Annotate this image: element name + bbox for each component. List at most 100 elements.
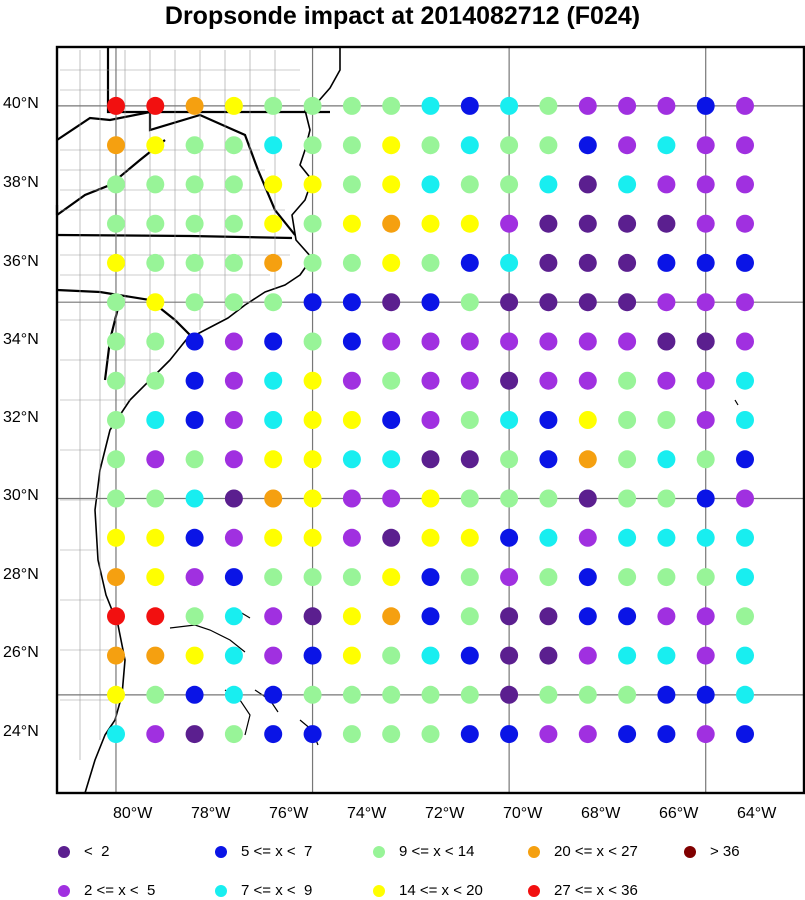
impact-dot <box>618 450 637 469</box>
impact-dot <box>736 646 754 665</box>
impact-dot <box>500 646 519 665</box>
impact-dot <box>618 411 637 429</box>
impact-dot <box>539 253 558 272</box>
impact-dot <box>146 293 165 312</box>
lat-label: 36°N <box>3 253 39 270</box>
impact-dot <box>107 175 125 194</box>
impact-dot <box>421 685 440 704</box>
impact-dot <box>460 411 479 429</box>
impact-dot <box>185 214 204 233</box>
impact-dot <box>618 293 637 312</box>
impact-dot <box>382 136 401 155</box>
impact-dot <box>224 253 243 272</box>
impact-dot <box>578 489 597 508</box>
county-lines <box>60 50 300 760</box>
impact-dot <box>185 332 204 351</box>
impact-dot <box>224 96 243 115</box>
impact-dot <box>264 214 283 233</box>
impact-dot <box>657 214 676 233</box>
impact-dot <box>578 96 597 115</box>
lon-label: 64°W <box>737 805 777 822</box>
impact-dot <box>224 136 243 155</box>
impact-dot <box>539 136 558 155</box>
impact-dot <box>618 96 637 115</box>
impact-dot <box>578 136 597 155</box>
impact-dot <box>736 175 754 194</box>
impact-dot <box>500 411 519 429</box>
impact-dot <box>107 489 125 508</box>
impact-dot <box>736 411 754 429</box>
impact-dot <box>303 214 322 233</box>
impact-dot <box>696 685 715 704</box>
impact-dot <box>539 411 558 429</box>
impact-dot <box>185 685 204 704</box>
impact-dot <box>736 96 754 115</box>
latitude-labels: 40°N 38°N 36°N 34°N 32°N 30°N 28°N 26°N … <box>3 95 39 740</box>
impact-dot <box>500 332 519 351</box>
impact-dot <box>421 175 440 194</box>
impact-dot <box>500 293 519 312</box>
impact-dot <box>107 685 125 704</box>
longitude-labels: 80°W 78°W 76°W 74°W 72°W 70°W 68°W 66°W … <box>113 805 777 822</box>
impact-dot <box>460 175 479 194</box>
impact-dot <box>539 450 558 469</box>
impact-dot <box>185 253 204 272</box>
impact-dot <box>185 528 204 547</box>
impact-dot <box>146 332 165 351</box>
impact-dot <box>657 450 676 469</box>
impact-dot <box>500 371 519 390</box>
impact-dot <box>342 175 361 194</box>
impact-dot <box>736 607 754 626</box>
impact-dot <box>696 175 715 194</box>
impact-dot <box>618 725 637 744</box>
impact-dot <box>146 528 165 547</box>
impact-dot <box>185 175 204 194</box>
impact-dot <box>146 214 165 233</box>
impact-dot <box>500 528 519 547</box>
impact-dot <box>736 528 754 547</box>
impact-dot <box>303 411 322 429</box>
impact-dot <box>421 528 440 547</box>
impact-dot <box>618 646 637 665</box>
impact-dot <box>146 646 165 665</box>
chart-title: Dropsonde impact at 2014082712 (F024) <box>164 2 641 30</box>
impact-dot <box>264 253 283 272</box>
impact-dot <box>460 214 479 233</box>
impact-dot <box>657 411 676 429</box>
lon-label: 70°W <box>503 805 543 822</box>
impact-dot <box>539 371 558 390</box>
impact-dot <box>382 411 401 429</box>
impact-dot <box>146 411 165 429</box>
impact-dot <box>107 332 125 351</box>
impact-dot <box>264 646 283 665</box>
impact-dot <box>736 371 754 390</box>
impact-dot <box>303 96 322 115</box>
lat-label: 34°N <box>3 331 39 348</box>
lat-label: 32°N <box>3 409 39 426</box>
impact-dot <box>657 646 676 665</box>
impact-dot <box>421 489 440 508</box>
impact-dot <box>657 489 676 508</box>
impact-dot <box>107 568 125 587</box>
impact-dot <box>382 685 401 704</box>
impact-dot <box>500 450 519 469</box>
impact-dot <box>107 450 125 469</box>
impact-dot <box>578 293 597 312</box>
impact-dot <box>460 489 479 508</box>
impact-dot <box>460 568 479 587</box>
impact-dot <box>185 646 204 665</box>
impact-dot <box>224 568 243 587</box>
impact-dot <box>342 568 361 587</box>
impact-dot <box>618 528 637 547</box>
impact-dot <box>578 685 597 704</box>
impact-dot <box>264 371 283 390</box>
lat-label: 40°N <box>3 95 39 112</box>
impact-dot <box>657 725 676 744</box>
impact-dot <box>342 96 361 115</box>
impact-dot <box>303 528 322 547</box>
impact-dot <box>578 175 597 194</box>
impact-dot <box>146 568 165 587</box>
impact-dot <box>736 489 754 508</box>
impact-dot <box>578 568 597 587</box>
impact-dot <box>421 411 440 429</box>
